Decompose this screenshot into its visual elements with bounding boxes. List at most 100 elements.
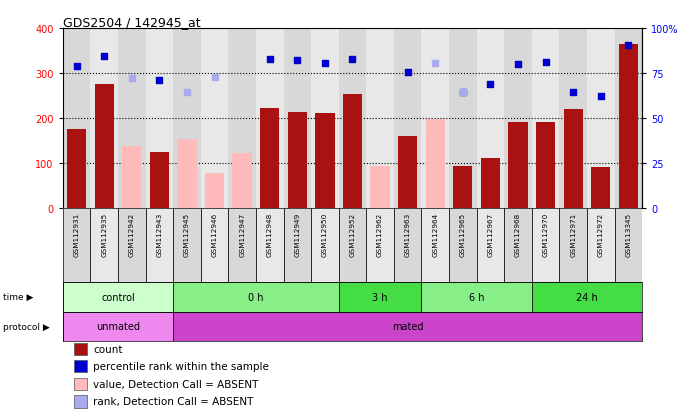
Text: GSM112971: GSM112971 <box>570 212 576 256</box>
Point <box>430 61 441 67</box>
Bar <box>394 29 422 208</box>
Text: GSM112950: GSM112950 <box>322 212 328 256</box>
Bar <box>343 95 362 208</box>
Bar <box>339 282 422 312</box>
Point <box>126 76 138 83</box>
Bar <box>394 208 422 282</box>
Bar <box>453 166 473 208</box>
Text: GSM113345: GSM113345 <box>625 212 632 256</box>
Point <box>567 89 579 96</box>
Bar <box>532 208 559 282</box>
Point <box>457 89 468 96</box>
Bar <box>477 208 504 282</box>
Text: GSM112970: GSM112970 <box>542 212 549 256</box>
Text: value, Detection Call = ABSENT: value, Detection Call = ABSENT <box>93 379 258 389</box>
Text: GSM112968: GSM112968 <box>515 212 521 256</box>
Bar <box>63 29 91 208</box>
Bar <box>173 208 201 282</box>
Bar <box>75 360 87 373</box>
Bar <box>146 208 173 282</box>
Bar <box>256 29 283 208</box>
Text: count: count <box>93 344 122 354</box>
Bar <box>94 85 114 208</box>
Bar <box>504 208 532 282</box>
Bar <box>91 208 118 282</box>
Bar <box>449 208 477 282</box>
Bar <box>315 114 334 208</box>
Bar <box>75 395 87 408</box>
Bar <box>118 208 146 282</box>
Bar <box>422 282 532 312</box>
Bar <box>201 29 228 208</box>
Point <box>209 74 220 81</box>
Text: GSM112945: GSM112945 <box>184 212 190 256</box>
Point <box>181 90 193 96</box>
Bar <box>118 29 146 208</box>
Point <box>347 56 358 63</box>
Bar <box>504 29 532 208</box>
Bar <box>228 208 256 282</box>
Bar <box>366 208 394 282</box>
Bar <box>532 282 642 312</box>
Bar <box>422 29 449 208</box>
Text: GSM112965: GSM112965 <box>460 212 466 256</box>
Bar <box>508 123 528 208</box>
Text: control: control <box>101 292 135 302</box>
Bar <box>311 208 339 282</box>
Bar <box>536 123 555 208</box>
Bar <box>366 29 394 208</box>
Point <box>623 42 634 49</box>
Bar <box>481 159 500 208</box>
Bar <box>563 109 583 208</box>
Point <box>154 77 165 84</box>
Bar <box>256 208 283 282</box>
Text: GSM112962: GSM112962 <box>377 212 383 256</box>
Point <box>540 59 551 66</box>
Bar <box>63 312 173 341</box>
Text: 0 h: 0 h <box>248 292 264 302</box>
Bar <box>426 120 445 208</box>
Bar <box>398 137 417 208</box>
Point <box>264 57 275 64</box>
Bar <box>311 29 339 208</box>
Bar <box>75 378 87 390</box>
Bar <box>371 167 389 208</box>
Bar <box>283 208 311 282</box>
Bar <box>228 29 256 208</box>
Point <box>457 89 468 96</box>
Point <box>292 58 303 64</box>
Bar <box>614 208 642 282</box>
Bar <box>232 154 252 208</box>
Point <box>595 94 607 100</box>
Text: GSM112946: GSM112946 <box>211 212 218 256</box>
Bar <box>283 29 311 208</box>
Text: GSM112952: GSM112952 <box>350 212 355 256</box>
Bar <box>339 29 366 208</box>
Text: 3 h: 3 h <box>372 292 388 302</box>
Text: GSM112947: GSM112947 <box>239 212 245 256</box>
Point <box>98 53 110 60</box>
Text: GSM112935: GSM112935 <box>101 212 107 256</box>
Bar <box>477 29 504 208</box>
Bar <box>288 113 307 208</box>
Bar <box>205 173 224 208</box>
Point <box>485 82 496 88</box>
Point <box>71 64 82 70</box>
Point <box>319 61 330 67</box>
Bar <box>122 147 142 208</box>
Point <box>512 62 524 68</box>
Bar <box>559 29 587 208</box>
Text: time ▶: time ▶ <box>3 292 34 301</box>
Bar <box>591 168 611 208</box>
Bar <box>146 29 173 208</box>
Bar <box>587 29 614 208</box>
Text: 6 h: 6 h <box>469 292 484 302</box>
Bar <box>559 208 587 282</box>
Bar <box>177 140 197 208</box>
Bar <box>67 130 87 208</box>
Text: GSM112948: GSM112948 <box>267 212 273 256</box>
Text: GDS2504 / 142945_at: GDS2504 / 142945_at <box>63 16 200 29</box>
Bar <box>63 208 91 282</box>
Bar <box>173 29 201 208</box>
Point <box>402 69 413 76</box>
